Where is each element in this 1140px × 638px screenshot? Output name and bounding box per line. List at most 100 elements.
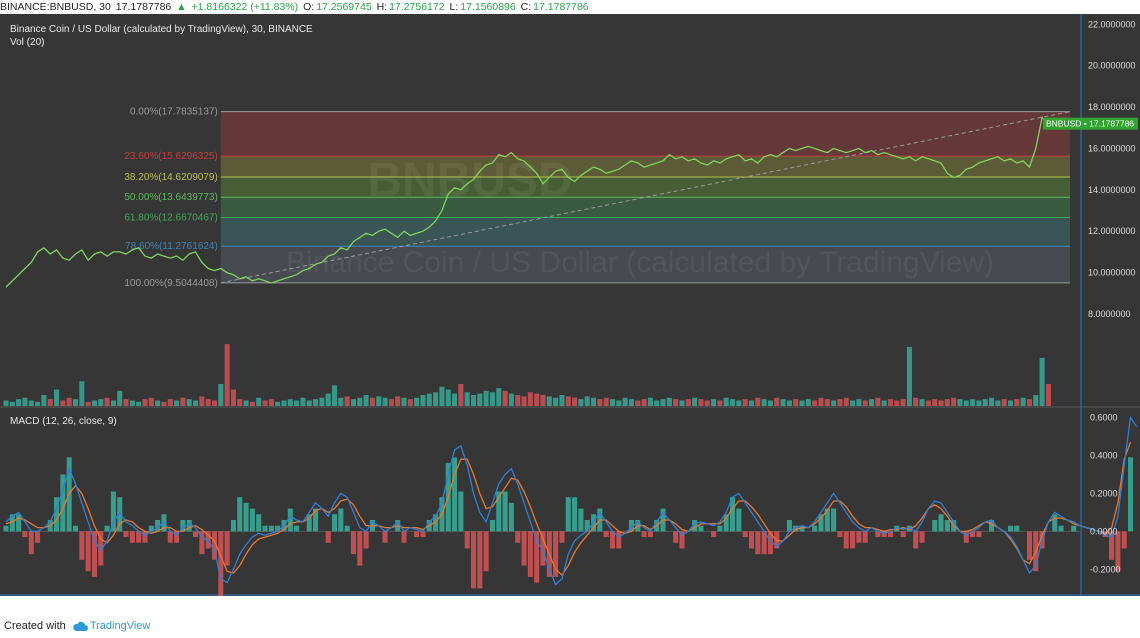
footer-brand[interactable]: TradingView [89, 620, 151, 632]
macd-histogram-bar [433, 514, 439, 532]
macd-histogram-bar [679, 531, 685, 549]
macd-histogram-bar [420, 531, 426, 538]
volume-bar [420, 395, 426, 406]
volume-bar [616, 400, 622, 406]
volume-bar [142, 399, 148, 406]
volume-bar [932, 399, 938, 406]
volume-bar [894, 400, 900, 406]
volume-bar [925, 400, 931, 406]
macd-legend[interactable]: MACD (12, 26, close, 9) [10, 416, 117, 427]
volume-bar [805, 399, 811, 406]
macd-histogram-bar [887, 531, 893, 538]
macd-histogram-bar [521, 531, 527, 566]
macd-histogram-bar [224, 531, 230, 566]
macd-histogram-bar [489, 519, 495, 532]
volume-bar [938, 400, 944, 406]
volume-bar [262, 400, 268, 406]
macd-histogram-bar [22, 531, 28, 538]
fib-band [220, 111, 1071, 157]
open-value: 17.2569745 [316, 1, 372, 13]
macd-histogram-bar [16, 514, 22, 532]
macd-line [5, 415, 1138, 586]
macd-histogram-bar [325, 531, 331, 543]
volume-bar [673, 399, 679, 406]
last-price: 17.1787786 [115, 1, 172, 13]
macd-histogram-bar [155, 519, 161, 532]
macd-histogram-bar [906, 525, 912, 532]
symbol-name[interactable]: BINANCE:BNBUSD, 30 [0, 1, 111, 13]
volume-bar [249, 401, 255, 406]
high-label: H: [376, 1, 388, 13]
macd-histogram-bar [970, 531, 976, 538]
volume-legend[interactable]: Vol (20) [10, 37, 45, 48]
macd-axis-tick: -0.2000 [1090, 564, 1121, 574]
volume-bar [767, 400, 773, 406]
volume-bar [401, 397, 407, 406]
macd-histogram-bar [761, 531, 767, 555]
volume-bar [294, 400, 300, 406]
volume-bar [28, 400, 34, 406]
open-label: O: [303, 1, 315, 13]
volume-bar [306, 400, 312, 406]
macd-histogram-bar [193, 531, 199, 538]
volume-bar [698, 399, 704, 406]
macd-histogram-bar [129, 531, 135, 543]
chart-area[interactable]: BNBUSD Binance Coin / US Dollar (calculat… [0, 14, 1140, 596]
volume-bar [287, 399, 293, 406]
macd-histogram-bar [831, 508, 837, 532]
volume-bar [439, 386, 445, 406]
volume-bar [647, 397, 653, 406]
volume-bar [786, 400, 792, 406]
macd-histogram-bar [464, 531, 470, 549]
macd-histogram-bar [174, 531, 180, 543]
fib-level-label: 0.00%(17.7835137) [130, 107, 218, 118]
volume-bar [951, 397, 957, 406]
volume-bar [98, 399, 104, 406]
macd-histogram-bar [136, 531, 142, 543]
volume-bar [1033, 395, 1039, 406]
volume-bar [388, 399, 394, 406]
chart-canvas[interactable]: BNBUSD Binance Coin / US Dollar (calculat… [0, 14, 1140, 596]
volume-bar [211, 400, 218, 406]
volume-bar [243, 400, 249, 406]
macd-histogram-bar [363, 531, 369, 549]
macd-histogram-bar [350, 531, 356, 555]
volume-bar [521, 396, 527, 406]
macd-histogram-bar [72, 525, 79, 532]
macd-histogram-bar [1071, 525, 1077, 532]
volume-bar [527, 392, 533, 406]
volume-bar [850, 400, 856, 406]
macd-histogram-bar [382, 531, 388, 543]
up-arrow-icon: ▲ [176, 1, 187, 13]
macd-histogram-bar [553, 531, 559, 577]
macd-histogram-bar [534, 531, 540, 583]
volume-bar [742, 399, 748, 406]
macd-histogram-bar [1128, 457, 1134, 532]
volume-bar [123, 399, 129, 406]
macd-histogram-bar [414, 531, 420, 538]
macd-histogram-bar [1115, 531, 1121, 572]
watermark-symbol: BNBUSD [367, 154, 572, 207]
volume-bar [654, 400, 660, 406]
volume-bar [584, 396, 590, 406]
macd-histogram-bar [698, 525, 704, 532]
volume-bar [344, 396, 350, 406]
volume-bar [502, 390, 508, 406]
macd-histogram-bar [862, 531, 868, 543]
volume-bar [887, 399, 893, 406]
macd-axis-tick: 0.0000 [1090, 526, 1118, 536]
macd-histogram-bar [938, 514, 944, 532]
volume-bar [1007, 400, 1014, 406]
price-axis-tick: 16.0000000 [1088, 143, 1136, 153]
volume-bar [180, 397, 186, 406]
volume-bar [597, 399, 603, 406]
volume-bar [161, 401, 167, 406]
macd-histogram-bar [818, 514, 824, 532]
macd-histogram-bar [142, 531, 148, 543]
macd-histogram-bar [91, 531, 97, 577]
volume-bar [508, 393, 514, 406]
macd-histogram-bar [742, 531, 748, 538]
volume-bar [357, 397, 363, 406]
volume-bar [546, 396, 552, 406]
macd-axis-tick: 0.4000 [1090, 450, 1118, 460]
